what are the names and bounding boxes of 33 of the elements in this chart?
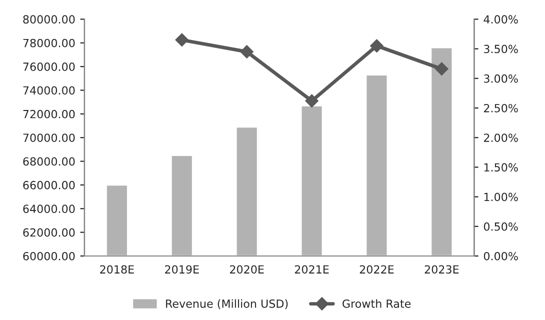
x-tick-label: 2018E (100, 265, 134, 274)
x-tick-label: 2021E (294, 265, 329, 274)
y-tick-label: 72000.00 (23, 110, 75, 118)
point (240, 45, 254, 58)
point (175, 33, 188, 47)
y2-tick-label: 2.50% (484, 104, 518, 112)
x-tick-label: 2020E (230, 265, 264, 274)
y2-tick-label: 1.50% (484, 163, 518, 172)
y2-tick-label: 3.50% (484, 44, 518, 54)
legend-label: Revenue (Million USD) (166, 299, 288, 310)
x-tick-label: 2023E (424, 265, 459, 274)
y2-tick-label: 2.00% (484, 134, 518, 142)
y2-tick-label: 0.00% (484, 252, 518, 260)
y-tick-label: 66000.00 (23, 180, 75, 190)
y2-tick-label: 4.00% (484, 15, 518, 24)
y-tick-label: 68000.00 (23, 157, 75, 166)
y-tick-label: 80000.00 (23, 15, 75, 24)
y-tick-label: 64000.00 (23, 204, 75, 214)
point (305, 94, 318, 108)
x-tick-label: 2019E (165, 265, 199, 274)
y-tick-label: 76000.00 (23, 62, 75, 71)
y2-tick-label: 3.00% (484, 74, 518, 83)
y2-tick-label: 0.50% (484, 222, 518, 231)
y-tick-label: 74000.00 (23, 86, 75, 95)
y-tick-label: 70000.00 (23, 134, 75, 142)
y-tick-label: 62000.00 (23, 228, 75, 237)
legend-label: Growth Rate (342, 299, 411, 308)
x-tick-label: 2022E (360, 265, 394, 274)
y-tick-label: 78000.00 (23, 38, 75, 48)
y2-tick-label: 1.00% (484, 192, 518, 202)
y-tick-label: 60000.00 (23, 252, 75, 260)
point (370, 39, 384, 52)
point (435, 62, 448, 76)
